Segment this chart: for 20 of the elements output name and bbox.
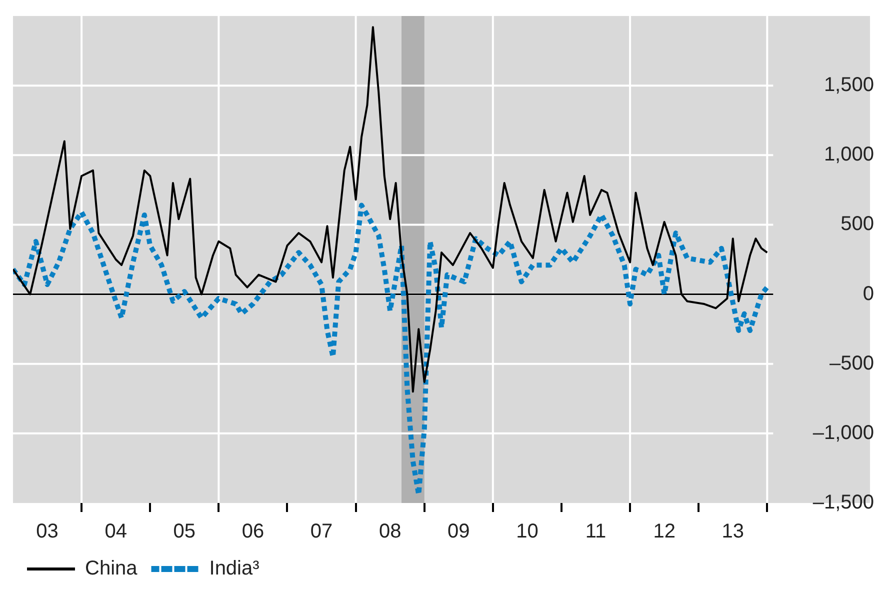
x-tick-label: 07 [310,520,333,543]
x-tick-label: 13 [722,520,744,543]
x-tick-label: 06 [242,520,264,543]
x-tick-label: 10 [516,520,538,543]
x-tick-label: 04 [104,520,127,543]
x-tick-label: 08 [378,520,402,543]
x-tick-label: 03 [36,520,58,543]
y-tick-label: –500 [830,352,874,374]
y-tick-label: 500 [840,213,874,236]
legend-label: China [85,558,138,580]
y-tick-label: 1,500 [824,74,874,96]
x-tick-label: 05 [173,520,196,543]
y-tick-label: –1,000 [812,422,874,444]
x-tick-label: 11 [585,520,606,543]
legend-label: India³ [209,558,260,580]
y-tick-label: 1,000 [824,144,874,166]
y-tick-label: –1,500 [812,492,874,514]
x-tick-label: 12 [653,520,676,543]
x-tick-label: 09 [448,520,470,543]
y-tick-label: 0 [862,282,874,305]
